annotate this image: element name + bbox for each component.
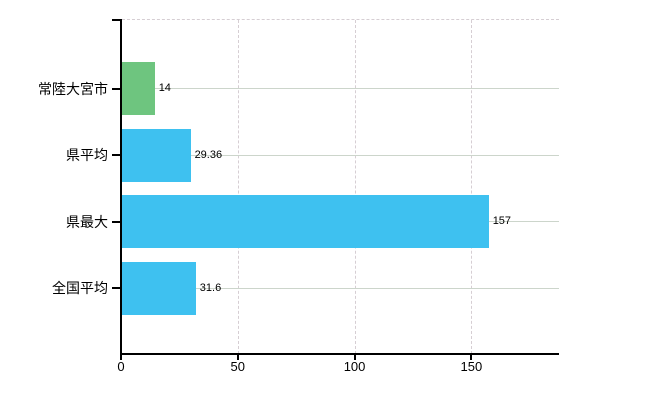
bar-value-label: 157 bbox=[492, 215, 512, 227]
x-axis-tick bbox=[120, 355, 122, 360]
plot-top-border bbox=[122, 19, 559, 20]
horizontal-gridline bbox=[122, 287, 559, 289]
horizontal-gridline bbox=[122, 88, 559, 89]
bar-2 bbox=[122, 195, 489, 248]
vertical-gridline bbox=[471, 20, 473, 354]
x-tick-label: 150 bbox=[460, 359, 483, 374]
bar-value-label: 14 bbox=[158, 82, 171, 94]
x-axis-tick bbox=[236, 355, 239, 360]
vertical-gridline bbox=[354, 20, 356, 354]
y-axis-end-tick bbox=[112, 19, 122, 21]
bar-0 bbox=[122, 62, 155, 115]
bar-value-label: 29.36 bbox=[194, 148, 223, 161]
category-label: 全国平均 bbox=[52, 280, 108, 296]
vertical-gridline bbox=[237, 20, 239, 354]
bar-value-label: 31.6 bbox=[199, 281, 222, 294]
x-tick-label: 50 bbox=[230, 359, 246, 374]
x-axis-line bbox=[120, 353, 559, 355]
horizontal-gridline bbox=[122, 154, 559, 156]
y-axis-line bbox=[120, 19, 122, 355]
y-axis-tick bbox=[112, 287, 122, 289]
y-axis-tick bbox=[112, 154, 122, 156]
category-label: 常陸大宮市 bbox=[38, 80, 108, 97]
x-tick-label: 0 bbox=[117, 359, 125, 374]
x-tick-label: 100 bbox=[343, 359, 366, 374]
bar-3 bbox=[122, 261, 196, 315]
x-axis-tick bbox=[353, 355, 356, 360]
category-label: 県平均 bbox=[66, 147, 108, 163]
y-axis-tick bbox=[112, 87, 122, 90]
category-label: 県最大 bbox=[66, 213, 108, 230]
x-axis-tick bbox=[470, 355, 473, 360]
y-axis-tick bbox=[112, 220, 122, 223]
bar-1 bbox=[122, 128, 191, 182]
